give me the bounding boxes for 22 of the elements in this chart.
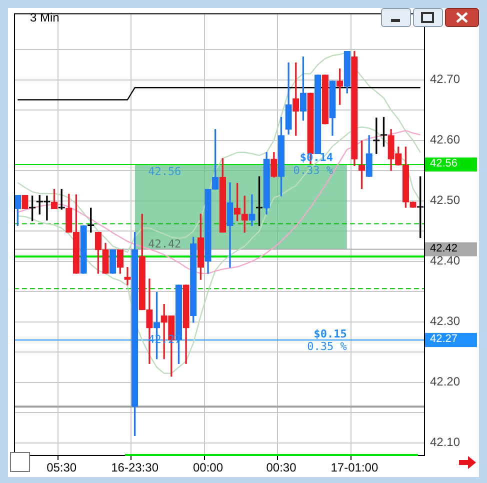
y-tick-label: 42.50 — [430, 193, 460, 208]
x-tick-label: 00:30 — [266, 460, 297, 475]
candlestick — [248, 194, 256, 226]
y-tick-label: 42.20 — [430, 374, 460, 389]
annotation: 0.35 % — [307, 340, 348, 354]
ref-line-label: 42.42 — [430, 242, 458, 254]
candlestick — [124, 267, 131, 286]
ref-line-label: 42.27 — [430, 333, 458, 346]
annotation: 0.33 % — [293, 164, 334, 177]
annotation: 42.42 — [148, 238, 182, 251]
y-tick-label: 42.70 — [430, 72, 460, 86]
annotation: $0.15 — [314, 328, 347, 341]
annotation: 42.56 — [148, 165, 182, 178]
x-tick-label: 17-01:00 — [330, 460, 378, 475]
x-tick-label: 00:00 — [193, 460, 224, 475]
y-tick-label: 42.30 — [430, 314, 460, 328]
y-tick-label: 42.40 — [430, 254, 460, 268]
ref-line-label: 42.56 — [430, 158, 458, 170]
y-tick-label: 42.10 — [430, 435, 460, 450]
x-tick-label: 16-23:30 — [111, 460, 159, 475]
x-tick-label: 05:30 — [46, 460, 77, 475]
y-tick-label: 42.60 — [430, 132, 460, 147]
